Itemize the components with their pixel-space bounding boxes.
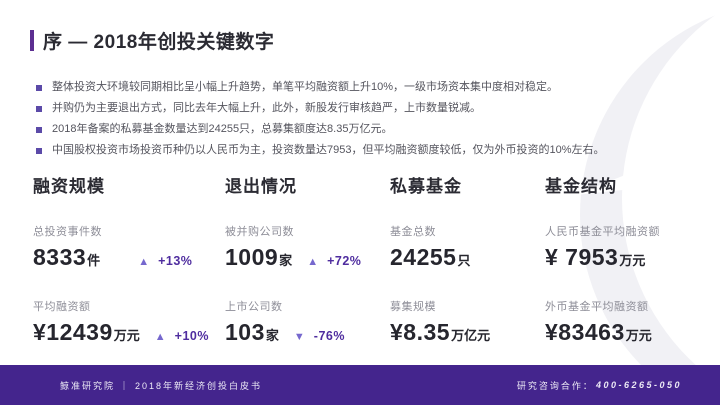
metric-value: 1009	[225, 244, 279, 270]
metric-unit: 只	[457, 253, 471, 268]
bullet-square-icon	[36, 127, 42, 133]
metric-value-row: ¥ 7953 万元	[545, 244, 720, 271]
metric-unit: 万亿元	[451, 328, 491, 343]
trend-up-icon: ▲	[307, 256, 319, 268]
title-accent-bar	[30, 30, 34, 51]
footer-source-text: 鲸准研究院 ｜ 2018年新经济创投白皮书	[60, 380, 263, 391]
section-heading: 私募基金	[390, 177, 462, 196]
section-financing-scale: 融资规模总投资事件数 8333 件 ▲ +13% 平均融资额 ¥12439 万元 ▲ +10%	[33, 172, 225, 373]
footer-phone-number: 400-6265-050	[595, 380, 682, 390]
key-point: 2018年备案的私募基金数量达到24255只，总募集额度达8.35万亿元。	[36, 119, 604, 140]
key-points-list: 整体投资大环境较同期相比呈小幅上升趋势，单笔平均融资额上升10%，一级市场资本集…	[36, 77, 604, 161]
trend-change: +13%	[158, 254, 193, 268]
metric-label: 外币基金平均融资额	[545, 301, 649, 313]
section-heading: 融资规模	[33, 177, 105, 196]
metric-value: ¥83463	[545, 319, 625, 345]
trend-change: -76%	[313, 329, 345, 343]
metric-unit: 万元	[625, 328, 652, 343]
metric-label: 平均融资额	[33, 301, 91, 313]
metric-value: ¥12439	[33, 319, 113, 345]
key-point-text: 并购仍为主要退出方式，同比去年大幅上升，此外，新股发行审核趋严，上市数量锐减。	[52, 102, 481, 114]
metric: 人民币基金平均融资额 ¥ 7953 万元	[545, 223, 720, 271]
trend-indicator: ▼ -76%	[294, 329, 345, 343]
footer-contact: 研究咨询合作： 400-6265-050	[517, 379, 682, 392]
section-private-funds: 私募基金基金总数 24255 只募集规模 ¥8.35 万亿元	[390, 172, 545, 373]
metric-unit: 家	[265, 328, 279, 343]
metric-value: ¥8.35	[390, 319, 451, 345]
metric: 上市公司数 103 家 ▼ -76%	[225, 298, 390, 346]
metric: 被并购公司数 1009 家 ▲ +72%	[225, 223, 390, 271]
metric-unit: 万元	[113, 328, 140, 343]
metric-value-row: ¥83463 万元	[545, 319, 720, 346]
metrics-grid: 融资规模 总投资事件数 8333 件 ▲ +13% 平均融资额 ¥12439 万元 ▲ +10% 退出…	[33, 172, 720, 373]
metric-unit: 万元	[619, 253, 646, 268]
trend-change: +10%	[174, 329, 209, 343]
metric-label: 总投资事件数	[33, 226, 102, 238]
metric-value: 103	[225, 319, 265, 345]
metric-value-row: 1009 家 ▲ +72%	[225, 244, 390, 271]
metric-value: 8333	[33, 244, 87, 270]
metric-label: 被并购公司数	[225, 226, 294, 238]
trend-indicator: ▲ +10%	[155, 329, 209, 343]
metric-label: 上市公司数	[225, 301, 283, 313]
trend-indicator: ▲ +13%	[138, 254, 192, 268]
metric-label: 基金总数	[390, 226, 436, 238]
metric-value-row: ¥8.35 万亿元	[390, 319, 545, 346]
footer-contact-label: 研究咨询合作：	[516, 380, 594, 391]
footer-bar: 鲸准研究院 ｜ 2018年新经济创投白皮书 研究咨询合作： 400-6265-0…	[0, 365, 720, 405]
key-point-text: 整体投资大环境较同期相比呈小幅上升趋势，单笔平均融资额上升10%，一级市场资本集…	[52, 81, 559, 93]
key-point: 并购仍为主要退出方式，同比去年大幅上升，此外，新股发行审核趋严，上市数量锐减。	[36, 98, 604, 119]
metric: 基金总数 24255 只	[390, 223, 545, 271]
trend-up-icon: ▲	[154, 331, 166, 343]
section-fund-structure: 基金结构 人民币基金平均融资额 ¥ 7953 万元 外币基金平均融资额 ¥83463 万元	[545, 172, 720, 373]
section-heading: 退出情况	[225, 177, 297, 196]
trend-down-icon: ▼	[293, 331, 305, 343]
bullet-square-icon	[36, 85, 42, 91]
trend-change: +72%	[327, 254, 362, 268]
metric-unit: 件	[87, 253, 101, 268]
metric: 募集规模 ¥8.35 万亿元	[390, 298, 545, 346]
metric: 外币基金平均融资额 ¥83463 万元	[545, 298, 720, 346]
metric: 平均融资额 ¥12439 万元 ▲ +10%	[33, 298, 225, 346]
section-heading: 基金结构	[545, 177, 617, 196]
metric-label: 人民币基金平均融资额	[545, 226, 660, 238]
key-point: 中国股权投资市场投资币种仍以人民币为主，投资数量达7953，但平均融资额度较低，…	[36, 140, 604, 161]
metric-value: ¥ 7953	[545, 244, 619, 270]
metric-value-row: ¥12439 万元 ▲ +10%	[33, 319, 225, 346]
key-point-text: 中国股权投资市场投资币种仍以人民币为主，投资数量达7953，但平均融资额度较低，…	[52, 144, 605, 156]
metric-value-row: 8333 件 ▲ +13%	[33, 244, 225, 271]
metric: 总投资事件数 8333 件 ▲ +13%	[33, 223, 225, 271]
page-title: 序 — 2018年创投关键数字	[43, 32, 275, 53]
metric-label: 募集规模	[390, 301, 436, 313]
bullet-square-icon	[36, 106, 42, 112]
metric-value: 24255	[390, 244, 457, 270]
key-point-text: 2018年备案的私募基金数量达到24255只，总募集额度达8.35万亿元。	[52, 123, 393, 135]
bullet-square-icon	[36, 148, 42, 154]
trend-indicator: ▲ +72%	[307, 254, 361, 268]
metric-value-row: 103 家 ▼ -76%	[225, 319, 390, 346]
metric-value-row: 24255 只	[390, 244, 545, 271]
trend-up-icon: ▲	[138, 256, 150, 268]
section-exit-status: 退出情况 被并购公司数 1009 家 ▲ +72% 上市公司数 103 家 ▼ -76%	[225, 172, 390, 373]
key-point: 整体投资大环境较同期相比呈小幅上升趋势，单笔平均融资额上升10%，一级市场资本集…	[36, 77, 604, 98]
header: 序 — 2018年创投关键数字	[30, 27, 274, 54]
metric-unit: 家	[279, 253, 293, 268]
